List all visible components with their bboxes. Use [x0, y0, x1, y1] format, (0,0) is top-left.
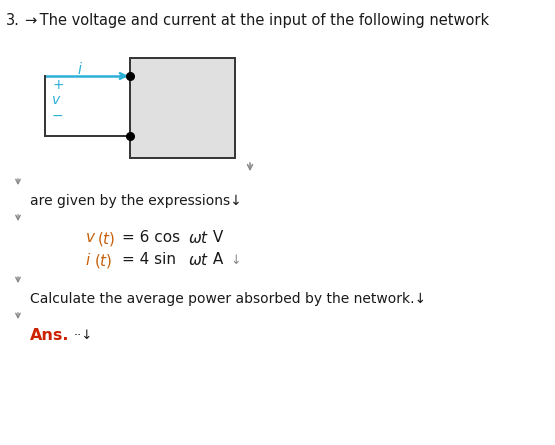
Text: V: V [208, 230, 223, 245]
Text: →: → [24, 13, 36, 28]
Text: v: v [52, 93, 60, 107]
Text: 3.: 3. [6, 13, 20, 28]
Text: +: + [52, 78, 64, 92]
Text: $\mathit{(t)}$: $\mathit{(t)}$ [94, 252, 113, 270]
Text: $\mathit{\omega t}$: $\mathit{\omega t}$ [188, 252, 209, 268]
Text: i: i [78, 62, 82, 77]
Text: = 4 sin: = 4 sin [122, 252, 181, 267]
Text: A: A [208, 252, 228, 267]
Text: Ans.: Ans. [30, 328, 69, 343]
Text: The voltage and current at the input of the following network: The voltage and current at the input of … [35, 13, 489, 28]
Bar [130, 58, 235, 158]
Text: $\mathit{(t)}$: $\mathit{(t)}$ [97, 230, 115, 248]
Text: $\mathit{i}$: $\mathit{i}$ [85, 252, 91, 268]
Text: = 6 cos: = 6 cos [122, 230, 185, 245]
Text: Calculate the average power absorbed by the network.↓: Calculate the average power absorbed by … [30, 292, 426, 306]
Text: $\mathit{v}$: $\mathit{v}$ [85, 230, 96, 245]
Text: ↓: ↓ [230, 254, 240, 267]
Text: $\mathit{\omega t}$: $\mathit{\omega t}$ [188, 230, 209, 246]
Text: ··↓: ··↓ [74, 329, 93, 342]
Text: −: − [52, 109, 64, 123]
Text: are given by the expressions↓: are given by the expressions↓ [30, 194, 242, 208]
